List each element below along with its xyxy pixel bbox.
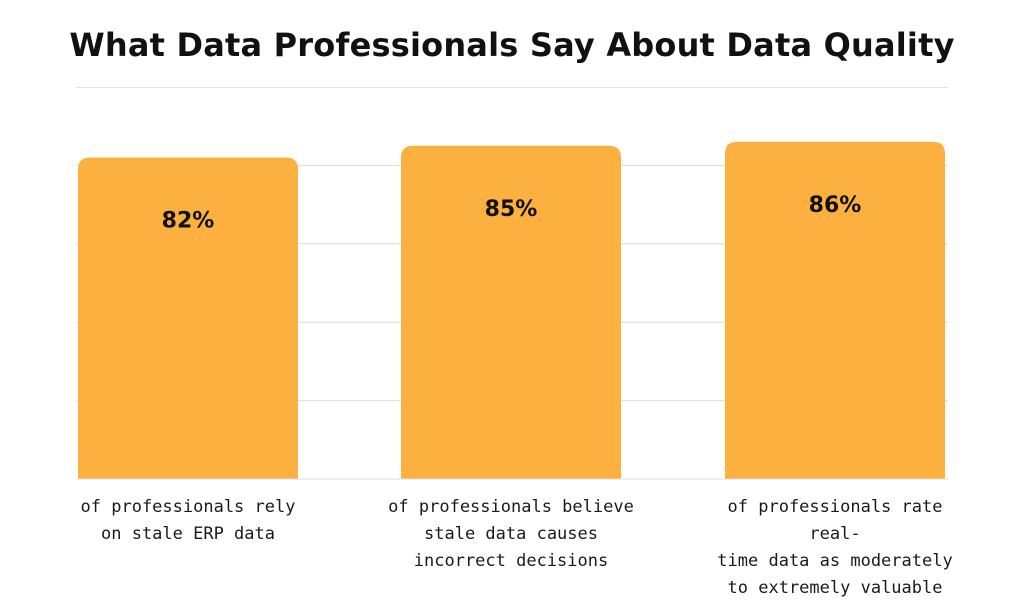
category-caption: of professionals believe stale data cause…: [381, 494, 641, 575]
category-caption: of professionals rely on stale ERP data: [58, 494, 318, 548]
bar: [78, 157, 298, 479]
bars: [78, 141, 945, 480]
caption-line: to extremely valuable: [727, 578, 943, 598]
caption-line: of professionals rate real-: [727, 497, 943, 544]
value-labels: 82% 85% 86%: [162, 193, 862, 234]
title-divider: [76, 87, 948, 88]
bar-value-label: 85%: [485, 197, 538, 222]
bar: [401, 145, 621, 480]
category-caption: of professionals rate real-time data as …: [705, 494, 965, 602]
caption-line: incorrect decisions: [413, 551, 609, 571]
caption-line: of professionals rely: [80, 497, 296, 517]
caption-line: time data as moderately: [717, 551, 953, 571]
bar: [725, 141, 945, 479]
caption-line: stale data causes: [424, 524, 598, 544]
caption-line: of professionals believe: [388, 497, 634, 517]
chart-title: What Data Professionals Say About Data Q…: [69, 26, 955, 64]
bar-value-label: 86%: [809, 193, 862, 218]
bar-value-label: 82%: [162, 209, 215, 234]
caption-line: on stale ERP data: [101, 524, 275, 544]
